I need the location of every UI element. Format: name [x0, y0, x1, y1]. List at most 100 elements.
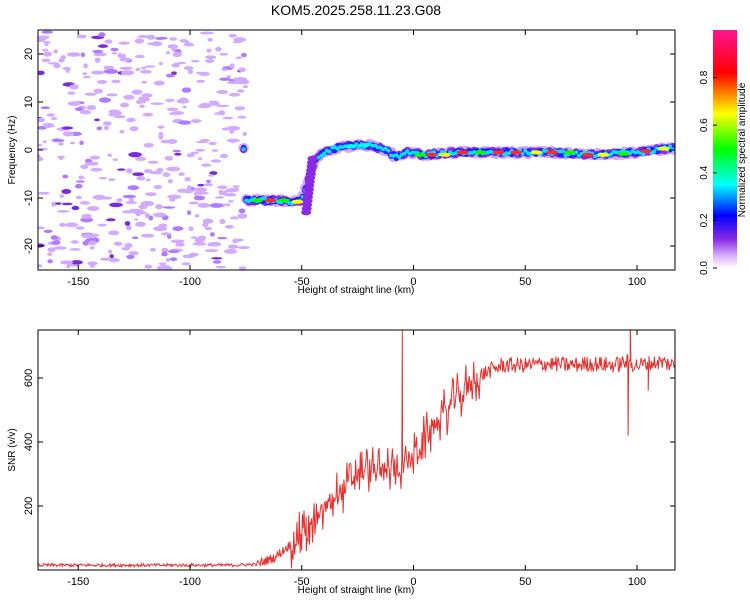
- noise-speckle: [103, 69, 118, 74]
- ridge-peak: [617, 151, 630, 156]
- noise-speckle: [228, 92, 241, 97]
- snr-panel: -150 -100 -50 0 50 100 200 400 600 Height of st…: [7, 329, 676, 596]
- y-tick-label: 0: [23, 147, 35, 153]
- noise-speckle: [144, 212, 150, 219]
- noise-speckle: [51, 201, 56, 207]
- noise-speckle: [38, 143, 43, 147]
- noise-speckle: [118, 41, 130, 45]
- noise-speckle: [208, 141, 217, 146]
- noise-speckle: [75, 183, 83, 189]
- x-tick-label: 0: [410, 276, 416, 288]
- noise-speckle: [58, 155, 64, 160]
- ridge-cell: [609, 152, 614, 157]
- noise-speckle: [82, 72, 88, 76]
- noise-speckle: [190, 119, 202, 123]
- noise-speckle: [78, 175, 85, 180]
- noise-speckle: [209, 203, 224, 208]
- ridge-cell: [670, 147, 675, 152]
- noise-speckle: [216, 104, 230, 108]
- ridge-peak: [492, 150, 505, 155]
- noise-speckle: [209, 232, 215, 237]
- noise-speckle: [184, 40, 190, 44]
- noise-speckle: [52, 240, 61, 245]
- colorbar-tick-label: 0.6: [699, 118, 710, 132]
- spectrogram-content: [38, 30, 675, 270]
- noise-speckles: [38, 30, 250, 270]
- noise-speckle: [58, 142, 64, 146]
- noise-speckle: [114, 115, 126, 119]
- noise-speckle: [214, 196, 225, 199]
- noise-speckle: [238, 208, 246, 214]
- noise-speckle: [172, 51, 183, 58]
- noise-speckle: [204, 226, 212, 231]
- x-tick-label: 0: [410, 576, 416, 588]
- noise-speckle: [93, 52, 107, 57]
- noise-speckle: [190, 151, 200, 154]
- x-tick-label: 50: [519, 276, 531, 288]
- noise-speckle: [193, 187, 208, 193]
- x-tick-label: -100: [179, 576, 201, 588]
- y-tick-label: 400: [23, 433, 35, 451]
- noise-speckle: [167, 44, 179, 49]
- noise-speckle: [225, 203, 231, 207]
- noise-speckle: [232, 77, 244, 82]
- noise-speckle: [60, 260, 74, 265]
- signal-ridge: [238, 138, 675, 216]
- noise-speckle: [66, 52, 81, 57]
- colorbar: 0.0 0.2 0.4 0.6 0.8 Normalized spectral ampl…: [699, 30, 748, 275]
- noise-speckle: [58, 57, 65, 63]
- noise-speckle: [61, 202, 73, 206]
- noise-speckle: [181, 87, 192, 93]
- noise-speckle: [157, 125, 165, 129]
- noise-speckle: [127, 185, 140, 191]
- noise-speckle: [111, 110, 122, 116]
- noise-speckle: [219, 218, 226, 225]
- noise-speckle: [155, 204, 164, 210]
- noise-speckle: [165, 51, 171, 55]
- noise-speckle: [135, 67, 141, 72]
- noise-speckle: [144, 65, 156, 68]
- ridge-cell: [402, 151, 407, 156]
- noise-speckle: [84, 92, 97, 96]
- noise-speckle: [137, 35, 149, 38]
- noise-speckle: [189, 201, 199, 205]
- noise-speckle: [119, 57, 131, 62]
- noise-speckle: [122, 194, 136, 199]
- x-tick-label: 100: [628, 576, 646, 588]
- noise-speckle: [186, 185, 191, 191]
- noise-speckle: [141, 80, 148, 84]
- noise-speckle: [71, 205, 80, 211]
- noise-speckle: [89, 246, 95, 250]
- noise-speckle: [105, 218, 116, 222]
- noise-speckle: [193, 195, 206, 201]
- noise-speckle: [65, 222, 79, 228]
- noise-speckle: [96, 80, 107, 84]
- noise-speckle: [38, 264, 43, 268]
- noise-speckle: [165, 258, 171, 262]
- noise-speckle: [178, 172, 185, 176]
- noise-speckle: [188, 226, 194, 232]
- noise-speckle: [210, 159, 222, 163]
- noise-speckle: [80, 52, 86, 58]
- noise-speckle: [102, 121, 112, 126]
- noise-speckle: [153, 226, 168, 232]
- noise-speckle: [47, 247, 56, 252]
- noise-speckle: [171, 63, 181, 68]
- noise-speckle: [204, 249, 219, 253]
- noise-speckle: [223, 193, 237, 197]
- noise-speckle: [62, 174, 69, 179]
- noise-speckle: [119, 66, 133, 70]
- noise-speckle: [229, 129, 235, 134]
- noise-speckle: [165, 73, 175, 78]
- noise-speckle: [67, 101, 81, 106]
- noise-speckle: [41, 30, 54, 34]
- ridge-peak: [358, 143, 371, 148]
- noise-speckle: [148, 215, 154, 221]
- noise-speckle: [139, 104, 145, 108]
- noise-speckle: [200, 138, 210, 142]
- snr-series-line: [38, 330, 675, 569]
- x-tick-label: 100: [628, 276, 646, 288]
- noise-speckle: [187, 69, 194, 75]
- noise-speckle: [41, 58, 51, 63]
